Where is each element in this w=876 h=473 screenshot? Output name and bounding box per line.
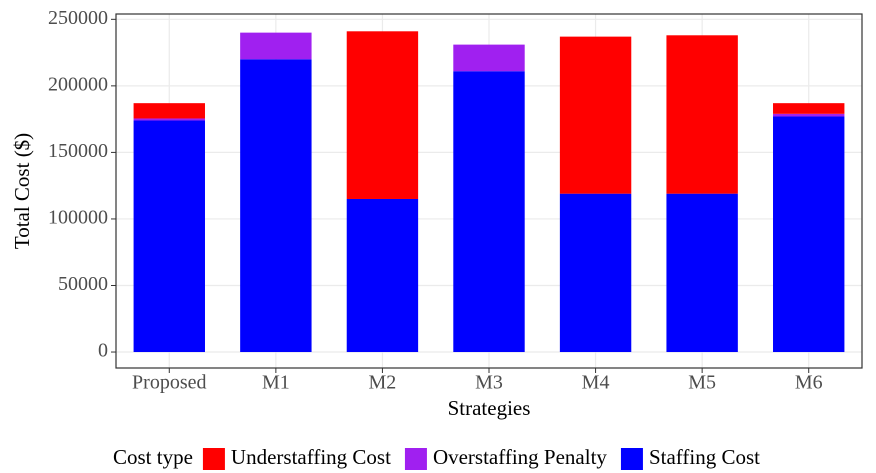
bar-segment <box>666 35 738 194</box>
bar-segment <box>773 103 845 114</box>
y-axis-title: Total Cost ($) <box>10 133 34 249</box>
bar-segment <box>773 116 845 353</box>
bar-segment <box>666 193 738 353</box>
legend-swatch <box>404 448 427 470</box>
bar-segment <box>133 120 205 353</box>
bar-segment <box>346 31 419 199</box>
y-tick-label: 0 <box>98 340 108 362</box>
x-axis-title: Strategies <box>448 396 531 420</box>
bar-segment <box>559 193 632 353</box>
bar-segment <box>346 198 419 353</box>
y-tick-label: 100000 <box>48 207 108 229</box>
legend-label: Overstaffing Penalty <box>433 445 607 469</box>
y-tick-label: 250000 <box>48 7 108 29</box>
bar-segment <box>133 103 205 119</box>
x-tick-label: M4 <box>582 372 610 394</box>
bar-segment <box>559 36 632 194</box>
legend-swatch <box>202 448 225 470</box>
legend-swatch <box>620 448 643 470</box>
bar-segment <box>240 59 312 353</box>
x-tick-label: M1 <box>262 372 290 394</box>
plot-border <box>115 13 863 369</box>
legend-title: Cost type <box>113 445 193 469</box>
bar-segment <box>453 71 525 353</box>
x-tick-label: M6 <box>795 372 823 394</box>
x-tick-label: M3 <box>475 372 503 394</box>
legend-label: Staffing Cost <box>649 445 760 469</box>
bar-segment <box>133 118 205 121</box>
bar-segment <box>453 44 525 72</box>
bar-segment <box>773 113 845 117</box>
y-tick-label: 50000 <box>58 273 108 295</box>
y-tick-label: 150000 <box>48 140 108 162</box>
y-tick-label: 200000 <box>48 73 108 95</box>
x-tick-label: Proposed <box>132 372 206 394</box>
x-tick-label: M2 <box>369 372 397 394</box>
x-tick-label: M5 <box>688 372 716 394</box>
legend-label: Understaffing Cost <box>231 445 391 469</box>
bar-segment <box>240 32 312 60</box>
